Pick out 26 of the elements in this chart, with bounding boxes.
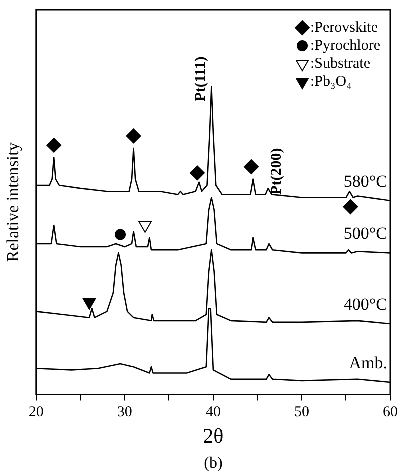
annotation: Pt(111) (192, 56, 209, 102)
point (82, 298, 96, 310)
series-label: Amb. (349, 353, 388, 372)
point (46, 138, 62, 153)
legend-label: :Substrate (310, 56, 371, 72)
x-tick-label: 50 (294, 404, 310, 421)
x-tick-label: 30 (117, 404, 132, 421)
point (126, 128, 142, 144)
point (115, 229, 126, 240)
point (343, 200, 358, 215)
legend-label: :Pb₃O₄ (310, 74, 352, 90)
annotation: Pt(200) (269, 148, 286, 195)
text: (b) (204, 455, 223, 472)
x-tick-label: 40 (206, 404, 221, 421)
point (190, 166, 206, 181)
legend-label: :Pyrochlore (310, 38, 381, 54)
series-label: 500°C (344, 224, 388, 244)
x-tick-label: 20 (28, 404, 44, 421)
point (244, 160, 260, 174)
series-label: 580°C (344, 172, 388, 191)
point (138, 221, 152, 233)
legend-label: :Perovskite (310, 20, 378, 36)
y-axis-title: Relative intensity (4, 142, 23, 262)
x-tick-label: 60 (383, 404, 398, 421)
series-label: 400°C (344, 294, 388, 314)
x-axis-title: 2θ (203, 424, 224, 448)
